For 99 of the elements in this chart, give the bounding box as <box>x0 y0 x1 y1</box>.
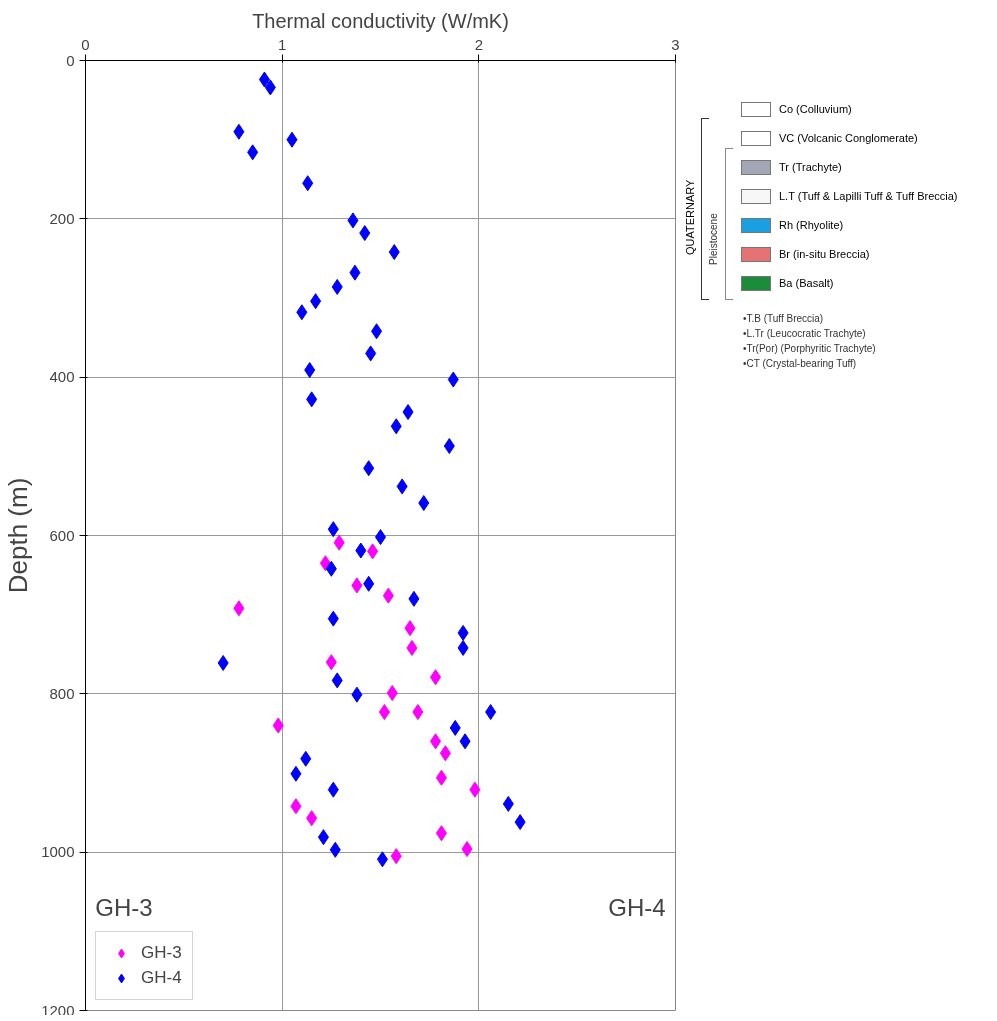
point <box>371 323 383 340</box>
point <box>457 639 469 656</box>
point <box>418 495 430 512</box>
point <box>430 669 442 686</box>
point <box>439 745 451 762</box>
point <box>457 624 469 641</box>
point <box>390 418 402 435</box>
point <box>319 555 331 572</box>
point <box>327 610 339 627</box>
point <box>327 521 339 538</box>
x-axis-title: Thermal conductivity (W/mK) <box>252 9 509 32</box>
point <box>247 144 259 161</box>
annotation: GH-4 <box>608 894 666 922</box>
annotation: GH-3 <box>95 894 153 922</box>
point <box>469 781 481 798</box>
x-tick-label: 0 <box>81 35 90 53</box>
point <box>514 814 526 831</box>
x-tick-label: 1 <box>278 35 287 53</box>
point <box>502 795 514 812</box>
y-tick-label: 1000 <box>41 843 75 861</box>
text: QUATERNARY <box>683 179 697 255</box>
point <box>272 717 284 734</box>
point <box>331 672 343 689</box>
text: Ba (Basalt) <box>779 276 834 291</box>
point <box>302 175 314 192</box>
point <box>382 587 394 604</box>
point <box>485 704 497 721</box>
legend-label: GH-4 <box>141 968 182 988</box>
point <box>306 810 318 827</box>
point <box>363 575 375 592</box>
point <box>347 212 359 229</box>
point <box>408 590 420 607</box>
text: Rh (Rhyolite) <box>779 218 844 233</box>
point <box>217 654 229 671</box>
point <box>396 478 408 495</box>
point <box>447 371 459 388</box>
text: Br (in-situ Breccia) <box>779 247 870 262</box>
text: Pleistocene <box>707 213 720 265</box>
point <box>317 829 329 846</box>
y-tick-label: 600 <box>49 526 75 544</box>
point <box>378 704 390 721</box>
text: •T.B (Tuff Breccia) <box>743 312 824 326</box>
point <box>349 264 361 281</box>
point <box>449 719 461 736</box>
point <box>376 851 388 868</box>
point <box>365 345 377 362</box>
point <box>258 71 270 88</box>
point <box>390 848 402 865</box>
point <box>359 225 371 242</box>
y-axis-title: Depth (m) <box>3 477 34 594</box>
legend-label: GH-3 <box>141 943 182 963</box>
point <box>329 841 341 858</box>
point <box>333 534 345 551</box>
point <box>264 79 276 96</box>
point <box>325 560 337 577</box>
point <box>412 704 424 721</box>
point <box>286 131 298 148</box>
point <box>363 460 375 477</box>
text: •L.Tr (Leucocratic Trachyte) <box>743 327 866 341</box>
point <box>306 391 318 408</box>
x-tick-label: 3 <box>671 35 680 53</box>
point <box>402 404 414 420</box>
point <box>331 278 343 295</box>
y-tick-label: 0 <box>66 51 75 69</box>
point <box>233 600 245 617</box>
point <box>300 750 312 767</box>
text: L.T (Tuff & Lapilli Tuff & Tuff Breccia) <box>779 189 958 204</box>
point <box>296 304 308 321</box>
point <box>351 577 363 594</box>
point <box>459 733 471 750</box>
point <box>461 841 473 857</box>
text: Co (Colluvium) <box>779 102 852 117</box>
point <box>351 686 363 703</box>
y-tick-label: 800 <box>49 684 75 702</box>
point <box>435 769 447 786</box>
point <box>430 733 442 750</box>
text: Tr (Trachyte) <box>779 160 842 175</box>
point <box>310 293 322 310</box>
point <box>233 123 245 140</box>
point <box>290 798 302 815</box>
point <box>290 765 302 782</box>
point <box>327 781 339 798</box>
point <box>325 654 337 671</box>
y-tick-label: 400 <box>49 368 75 386</box>
x-tick-label: 2 <box>474 35 484 53</box>
point <box>406 639 418 656</box>
point <box>404 620 416 637</box>
point <box>304 362 316 379</box>
point <box>443 438 455 455</box>
y-tick-label: 200 <box>49 209 75 227</box>
point <box>367 543 379 560</box>
point <box>435 825 447 842</box>
point <box>355 542 367 559</box>
text: •CT (Crystal-bearing Tuff) <box>743 357 857 371</box>
point <box>386 685 398 702</box>
y-tick-label: 1200 <box>41 1001 75 1019</box>
text: VC (Volcanic Conglomerate) <box>779 131 918 146</box>
text: •Tr(Por) (Porphyritic Trachyte) <box>743 342 876 356</box>
point <box>388 244 400 261</box>
